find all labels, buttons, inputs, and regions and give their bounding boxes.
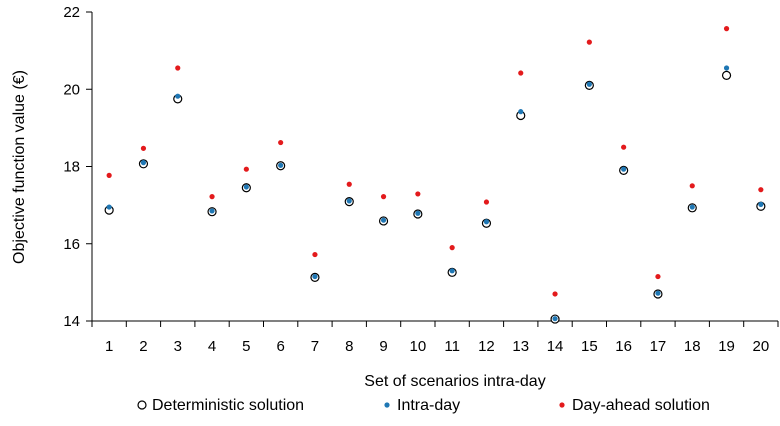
x-tick-label: 7 <box>311 338 319 355</box>
x-tick-label: 17 <box>650 338 667 355</box>
x-tick-label: 19 <box>718 338 735 355</box>
y-axis-title: Objective function value (€) <box>11 70 28 264</box>
day-ahead-point <box>278 139 284 146</box>
legend: Deterministic solution Intra-day Day-ahead… <box>137 397 710 414</box>
intra-day-point <box>346 198 352 204</box>
x-axis-title: Set of scenarios intra-day <box>364 373 545 390</box>
intra-day-point <box>415 210 421 216</box>
y-tick-label: 14 <box>63 313 80 330</box>
day-ahead-point <box>689 183 695 189</box>
day-ahead-point <box>655 273 661 280</box>
legend-marker-deterministic <box>137 400 147 410</box>
day-ahead-point <box>449 245 455 251</box>
day-ahead-point <box>621 144 627 150</box>
day-ahead-point <box>415 191 421 197</box>
x-tick-label: 9 <box>379 338 387 355</box>
intra-day-point <box>140 160 147 166</box>
legend-label-day-ahead: Day-ahead solution <box>572 397 710 414</box>
intra-day-point <box>552 316 558 322</box>
x-tick-label: 1 <box>105 338 113 355</box>
day-ahead-point <box>106 172 112 178</box>
legend-marker-intra-day <box>384 402 390 408</box>
x-tick-label: 8 <box>345 338 353 355</box>
x-tick-label: 12 <box>478 338 495 355</box>
y-tick-label: 16 <box>63 236 80 253</box>
day-ahead-point <box>518 70 524 76</box>
data-marks <box>104 26 766 324</box>
day-ahead-point <box>380 194 387 200</box>
x-tick-label: 14 <box>547 338 564 355</box>
day-ahead-point <box>140 145 147 151</box>
day-ahead-point <box>586 39 592 45</box>
day-ahead-point <box>723 26 730 32</box>
x-tick-label: 10 <box>410 338 427 355</box>
x-tick-label: 2 <box>139 338 147 355</box>
legend-label-intra-day: Intra-day <box>397 397 460 414</box>
legend-marker-day-ahead <box>559 402 565 408</box>
x-tick-label: 6 <box>276 338 284 355</box>
day-ahead-point <box>209 194 215 200</box>
day-ahead-point <box>243 166 249 172</box>
intra-day-point <box>689 204 695 210</box>
x-tick-label: 5 <box>242 338 250 355</box>
intra-day-point <box>175 93 181 99</box>
intra-day-point <box>380 217 387 223</box>
y-tick-label: 20 <box>63 81 80 98</box>
intra-day-point <box>106 204 112 210</box>
intra-day-point <box>312 273 318 280</box>
day-ahead-point <box>483 199 490 205</box>
y-tick-label: 18 <box>63 159 80 176</box>
intra-day-point <box>209 208 215 214</box>
intra-day-point <box>758 201 764 207</box>
x-tick-label: 16 <box>615 338 632 355</box>
day-ahead-point <box>175 65 181 71</box>
day-ahead-point <box>346 181 352 187</box>
intra-day-point <box>723 65 730 71</box>
intra-day-point <box>483 219 490 225</box>
intra-day-point <box>243 184 249 190</box>
x-tick-label: 3 <box>174 338 182 355</box>
x-tick-label: 4 <box>208 338 216 355</box>
legend-label-deterministic: Deterministic solution <box>152 397 304 414</box>
intra-day-point <box>449 268 455 274</box>
deterministic-point <box>721 70 732 80</box>
y-tick-label: 22 <box>63 4 80 21</box>
x-tick-label: 18 <box>684 338 701 355</box>
intra-day-point <box>278 162 284 168</box>
day-ahead-point <box>758 187 764 193</box>
intra-day-point <box>655 290 661 296</box>
day-ahead-point <box>312 251 318 258</box>
x-tick-label: 11 <box>444 338 460 355</box>
x-tick-label: 20 <box>753 338 770 355</box>
x-tick-label: 15 <box>581 338 598 355</box>
day-ahead-point <box>552 291 558 297</box>
intra-day-point <box>518 109 524 115</box>
intra-day-point <box>586 81 592 87</box>
intra-day-point <box>621 166 627 172</box>
x-tick-label: 13 <box>512 338 529 355</box>
